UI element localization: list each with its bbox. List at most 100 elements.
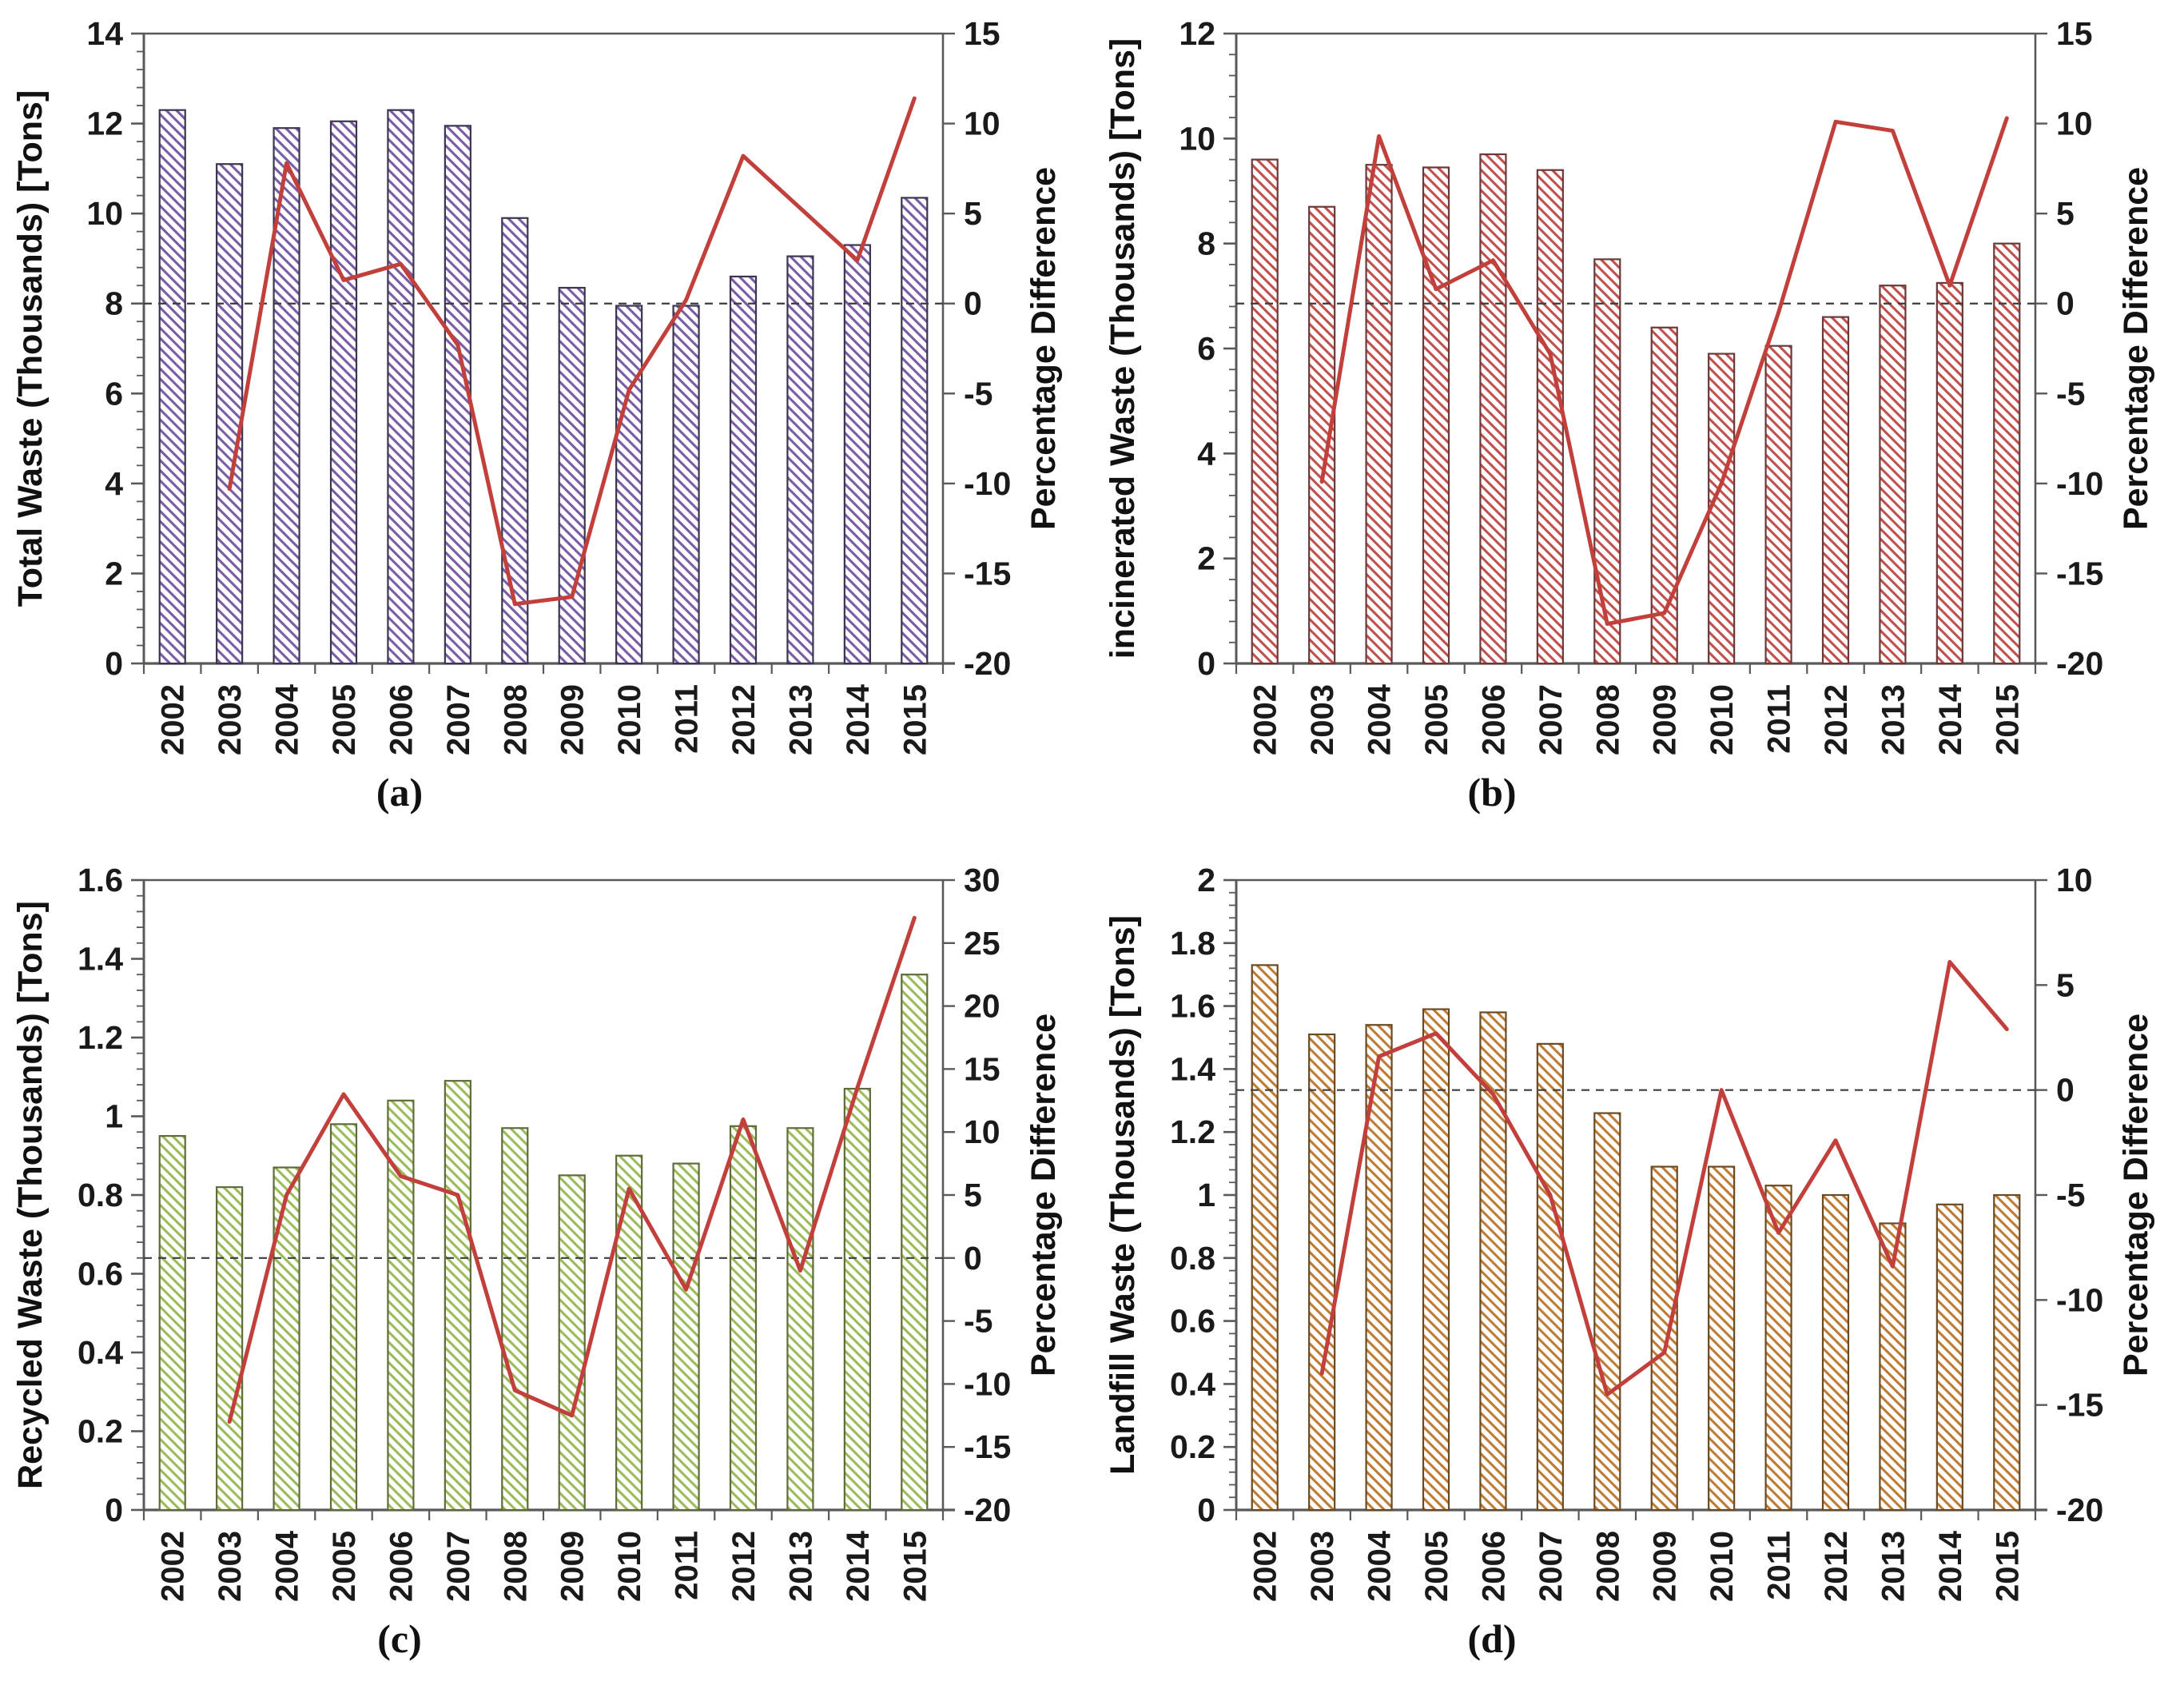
x-tick-label-2011: 2011 (670, 1531, 705, 1600)
x-tick-label-2013: 2013 (1876, 1531, 1911, 1602)
left-tick-label: 0.6 (1170, 1303, 1215, 1340)
x-tick-label-2003: 2003 (1305, 1531, 1340, 1602)
left-axis-title: Landfill Waste (Thousands) [Tons] (1104, 915, 1142, 1475)
panel-d: 0 0.2 0.4 0.6 0.8 1 1.2 1.4 1.6 1.8 2 -20 -15 -10 -5 0 5… (1092, 847, 2184, 1693)
right-tick-label: 5 (964, 1177, 982, 1213)
x-tick-label-2002: 2002 (1248, 1531, 1283, 1602)
x-tick-label-2006: 2006 (1476, 1531, 1511, 1602)
x-tick-label-2003: 2003 (1305, 684, 1340, 755)
bar-b-2005 (1422, 166, 1450, 665)
x-tick-label-2014: 2014 (1933, 1530, 1968, 1602)
percentage-difference-line-c (227, 915, 917, 1424)
x-tick-label-2004: 2004 (1363, 683, 1398, 755)
bar-d-2010 (1708, 1165, 1736, 1512)
x-tick-label-2009: 2009 (555, 1531, 591, 1602)
x-tick-label-2013: 2013 (1876, 684, 1911, 755)
chart-svg-b: 0 2 4 6 8 10 12 -20 -15 -10 -5 0 5 10 15 2002 2003 2004 20… (1104, 15, 2155, 755)
x-tick-label-2010: 2010 (612, 684, 647, 755)
left-tick-label: 1 (105, 1098, 123, 1135)
left-axis-title: Recycled Waste (Thousands) [Tons] (11, 901, 50, 1489)
x-tick-label-2002: 2002 (156, 684, 191, 755)
x-tick-label-2011: 2011 (1762, 684, 1797, 754)
right-tick-label: 15 (964, 15, 1001, 52)
x-tick-label-2011: 2011 (1762, 1531, 1797, 1600)
right-tick-label: 15 (964, 1050, 1001, 1087)
bar-c-2003 (216, 1186, 244, 1512)
x-tick-label-2015: 2015 (897, 684, 933, 755)
bar-b-2011 (1764, 345, 1792, 665)
x-tick-label-2010: 2010 (1705, 684, 1740, 755)
bar-a-2008 (501, 217, 529, 665)
left-tick-label: 1.6 (78, 862, 123, 898)
right-axis-title: Percentage Difference (2117, 1014, 2155, 1376)
bar-d-2015 (1993, 1193, 2021, 1512)
caption-d: (d) (1467, 1616, 1517, 1661)
left-tick-label: 1.6 (1170, 988, 1215, 1025)
left-tick-label: 1.2 (78, 1019, 123, 1056)
right-tick-label: 30 (964, 862, 1001, 898)
x-tick-label-2005: 2005 (327, 684, 362, 755)
bar-b-2008 (1593, 258, 1621, 665)
bar-c-2008 (501, 1127, 529, 1512)
x-tick-label-2008: 2008 (498, 684, 533, 755)
right-tick-label: 0 (964, 285, 982, 322)
bar-a-2006 (387, 109, 415, 665)
bar-b-2012 (1821, 316, 1850, 665)
left-tick-label: 2 (105, 555, 123, 592)
right-tick-label: -10 (2056, 465, 2103, 502)
bar-d-2013 (1879, 1222, 1907, 1512)
right-tick-label: -20 (2056, 1492, 2103, 1528)
x-tick-label-2012: 2012 (726, 684, 762, 755)
x-tick-label-2010: 2010 (612, 1531, 647, 1602)
percentage-difference-line-d (1319, 959, 2009, 1397)
right-tick-label: -10 (964, 465, 1011, 502)
right-tick-label: -20 (964, 645, 1011, 682)
x-tick-label-2015: 2015 (1990, 684, 2025, 755)
x-tick-label-2005: 2005 (327, 1531, 362, 1602)
bar-d-2012 (1821, 1193, 1850, 1512)
bar-d-2008 (1593, 1112, 1621, 1512)
x-tick-label-2003: 2003 (213, 1531, 248, 1602)
x-tick-label-2010: 2010 (1705, 1531, 1740, 1602)
right-tick-label: 10 (964, 106, 1001, 142)
right-tick-label: -15 (2056, 555, 2103, 592)
right-tick-label: 15 (2056, 15, 2093, 52)
left-tick-label: 1 (1197, 1177, 1215, 1213)
bar-d-2007 (1536, 1042, 1564, 1512)
bar-a-2011 (672, 305, 700, 665)
chart-svg-a: 0 2 4 6 8 10 12 14 -20 -15 -10 -5 0 5 10 15 2002 2003 2004… (11, 15, 1063, 755)
right-tick-label: 10 (2056, 106, 2093, 142)
right-tick-label: -15 (964, 1428, 1011, 1465)
x-tick-label-2012: 2012 (726, 1531, 762, 1602)
bar-c-2011 (672, 1162, 700, 1512)
left-tick-label: 0 (105, 645, 123, 682)
bar-b-2007 (1536, 169, 1564, 665)
left-tick-label: 0.8 (1170, 1240, 1215, 1277)
left-tick-label: 0.2 (1170, 1428, 1215, 1465)
x-tick-label-2007: 2007 (441, 684, 476, 755)
right-tick-label: 0 (2056, 285, 2075, 322)
left-tick-label: 8 (1197, 225, 1215, 262)
caption-b: (b) (1467, 770, 1517, 815)
left-tick-label: 12 (1179, 15, 1215, 52)
bar-b-2015 (1993, 242, 2021, 665)
x-tick-label-2013: 2013 (783, 1531, 818, 1602)
bar-c-2006 (387, 1099, 415, 1512)
x-tick-label-2006: 2006 (384, 684, 419, 755)
bar-a-2005 (329, 120, 358, 665)
chart-incinerated-waste: 0 2 4 6 8 10 12 -20 -15 -10 -5 0 5 10 15 2002 2003 2004 20… (1092, 0, 2184, 847)
right-tick-label: 0 (964, 1240, 982, 1277)
x-tick-label-2013: 2013 (783, 684, 818, 755)
chart-svg-c: 0 0.2 0.4 0.6 0.8 1 1.2 1.4 1.6 -20 -15 -10 -5 0 5 10 15… (11, 862, 1063, 1602)
right-tick-label: 5 (2056, 966, 2075, 1003)
left-tick-label: 1.2 (1170, 1113, 1215, 1150)
bar-d-2014 (1935, 1203, 1963, 1512)
bar-a-2009 (558, 286, 586, 665)
x-tick-label-2008: 2008 (1590, 1531, 1625, 1602)
percentage-difference-line-b (1319, 116, 2009, 626)
chart-svg-d: 0 0.2 0.4 0.6 0.8 1 1.2 1.4 1.6 1.8 2 -20 -15 -10 -5 0 5… (1104, 862, 2155, 1602)
bar-a-2002 (158, 109, 186, 665)
x-tick-label-2011: 2011 (670, 684, 705, 754)
bar-b-2006 (1479, 153, 1507, 665)
left-tick-label: 6 (105, 375, 123, 412)
